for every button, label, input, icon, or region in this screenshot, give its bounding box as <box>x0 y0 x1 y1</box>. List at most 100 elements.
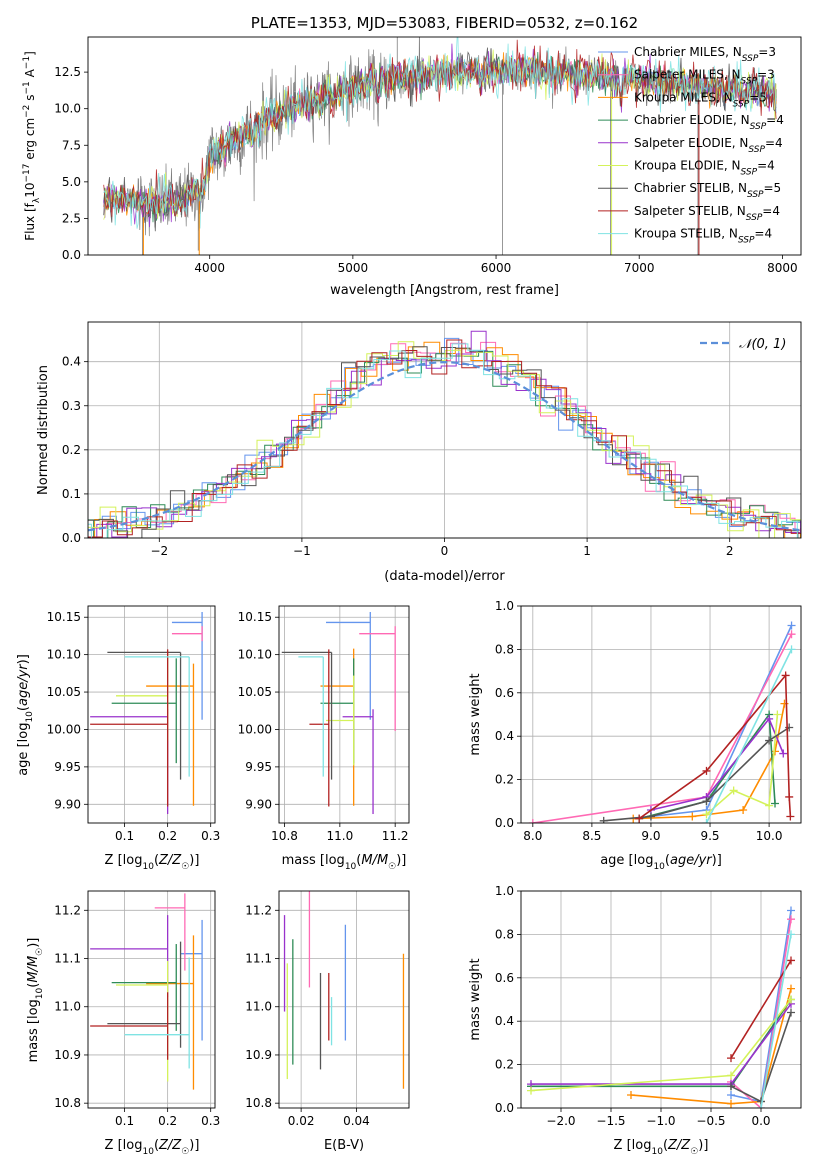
y-tick-label: 0.4 <box>495 729 514 743</box>
x-tick-label: 11.2 <box>382 829 409 843</box>
y-tick-label: 10.10 <box>238 648 272 662</box>
y-axis-label-part: ( <box>16 706 31 711</box>
x-axis-label-part: )] <box>396 853 406 868</box>
y-tick-label: 0.8 <box>495 927 514 941</box>
y-axis-label-part: −1 <box>22 81 32 94</box>
x-axis-label: Z [log10(Z/Z☉)] <box>614 1138 709 1157</box>
legend-label: Chabrier MILES, NSSP=3 <box>634 45 776 64</box>
x-axis-label-part: ☉ <box>181 862 189 872</box>
x-axis-label-part: Z [log <box>105 1138 143 1153</box>
x-tick-label: 0.02 <box>288 1114 315 1128</box>
x-axis-label-part: mass [log <box>282 853 345 868</box>
plot-area <box>90 611 203 815</box>
spectrum-panel: 4000 5000 6000 7000 8000 0.0 2.5 5.0 7.5 10.0 12.5… <box>22 14 802 298</box>
y-axis-label-part: M/M <box>26 956 41 983</box>
mass-vs-z-panel: 0.1 0.2 0.310.810.911.011.111.2Z [log10(Z/… <box>26 890 220 1157</box>
y-tick-label: 9.95 <box>245 760 272 774</box>
y-axis-label: mass [log10(M/M☉)] <box>26 938 45 1063</box>
x-axis-label: Z [log10(Z/Z☉)] <box>105 853 200 872</box>
legend-label-part: SSP <box>748 145 765 155</box>
y-tick-label: 0.0 <box>62 531 81 545</box>
legend-label-part: Salpeter STELIB, N <box>634 204 746 218</box>
y-tick-label: 12.5 <box>54 65 81 79</box>
plot-area <box>88 330 801 538</box>
weight-marker <box>785 792 794 801</box>
y-tick-label: 1.0 <box>495 599 514 613</box>
legend-label: Chabrier STELIB, NSSP=5 <box>634 181 781 200</box>
y-axis-label-part: A <box>23 68 37 81</box>
weight-marker <box>729 786 738 795</box>
weight-marker <box>771 799 780 808</box>
x-axis-label: E(B-V) <box>324 1138 364 1153</box>
legend-label: Kroupa MILES, NSSP=5 <box>634 90 767 109</box>
weight-marker <box>765 736 774 745</box>
weight-marker <box>757 1104 765 1108</box>
x-axis-label-part: ( <box>356 853 361 868</box>
weight-marker <box>635 814 644 823</box>
y-axis-label: Flux [fλ10−17 erg cm−2 s−1 A−1] <box>22 51 42 241</box>
x-tick-label: 10.0 <box>756 829 783 843</box>
legend-label-part: =3 <box>758 45 776 59</box>
legend-label-part: Kroupa ELODIE, N <box>634 159 741 173</box>
x-tick-label: 4000 <box>194 261 225 275</box>
x-axis-label-part: 10 <box>651 1147 663 1157</box>
x-tick-label: 2 <box>726 544 734 558</box>
weight-marker <box>739 805 748 814</box>
mass-vs-ebv-panel: 0.02 0.04 10.8 10.9 11.0 11.1 11.2 E(B-V) <box>245 890 410 1153</box>
weight-marker <box>779 749 788 758</box>
weight-marker <box>787 645 796 654</box>
weight-marker <box>787 1008 795 1017</box>
weight-marker <box>702 797 711 806</box>
legend-label-part: Chabrier MILES, N <box>634 45 742 59</box>
y-tick-label: 0.6 <box>495 686 514 700</box>
y-tick-label: 9.95 <box>54 760 81 774</box>
weight-marker <box>787 906 795 915</box>
y-axis-label-part: 10 <box>35 987 45 999</box>
y-axis-label: mass weight <box>468 673 483 755</box>
y-tick-label: 11.0 <box>245 1000 272 1014</box>
y-axis-label: age [log10(age/yr)] <box>16 654 35 776</box>
x-axis-label-part: ☉ <box>181 1147 189 1157</box>
y-tick-label: 0.2 <box>62 443 81 457</box>
axes-frame <box>520 605 802 824</box>
x-axis-label-part: 10 <box>653 862 665 872</box>
y-axis-label-part: age/yr <box>16 663 31 706</box>
weight-line <box>760 934 792 1108</box>
weight-marker <box>773 710 782 719</box>
weight-line <box>705 649 793 823</box>
y-tick-label: 10.00 <box>47 722 81 736</box>
x-tick-label: 0 <box>441 544 449 558</box>
y-tick-label: 0.0 <box>495 1101 514 1115</box>
weight-marker <box>781 671 790 680</box>
y-tick-label: 10.05 <box>238 685 272 699</box>
legend-label: Kroupa ELODIE, NSSP=4 <box>634 159 775 178</box>
x-tick-label: −1.5 <box>596 1114 625 1128</box>
y-tick-label: 0.4 <box>62 355 81 369</box>
y-axis-label-part: ] <box>23 51 37 56</box>
y-axis-label-part: 10 <box>25 711 35 723</box>
weight-marker <box>787 956 795 965</box>
weight-marker <box>727 1071 735 1080</box>
legend-label-part: SSP <box>747 190 764 200</box>
y-axis-label-part: age [log <box>16 723 31 776</box>
y-axis-label-part: −1 <box>22 56 32 69</box>
y-axis-label-part: Flux [f <box>23 202 37 240</box>
y-tick-label: 0.0 <box>495 816 514 830</box>
weight-marker <box>727 1090 735 1099</box>
x-tick-label: 0.2 <box>158 1114 177 1128</box>
x-axis-label-part: Z/Z <box>667 1138 691 1153</box>
y-tick-label: 10.9 <box>54 1048 81 1062</box>
axes-frame <box>278 605 410 824</box>
weight-marker <box>765 714 774 723</box>
plot-area <box>527 906 795 1108</box>
y-tick-label: 0.8 <box>495 642 514 656</box>
plot-area <box>103 37 777 255</box>
weight-line <box>705 714 779 815</box>
y-tick-label: 0.2 <box>495 773 514 787</box>
x-tick-label: 0.3 <box>201 829 220 843</box>
legend-label-part: =4 <box>766 113 784 127</box>
legend-label-part: SSP <box>741 77 758 87</box>
legend-label-part: =4 <box>754 227 772 241</box>
